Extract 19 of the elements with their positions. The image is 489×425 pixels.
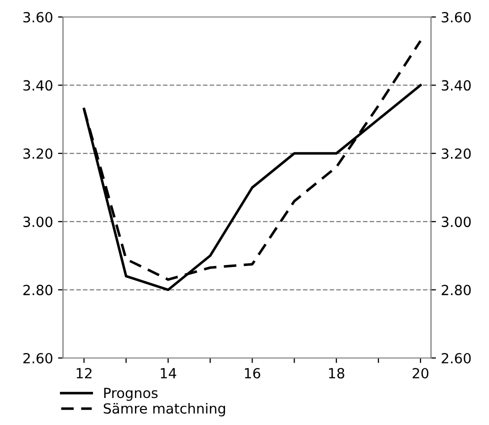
y-tick-label: 2.80	[23, 284, 52, 296]
y2-tick-label: 3.40	[442, 80, 471, 91]
x-tick-label: 18	[329, 368, 344, 378]
y-tick-label: 3.40	[23, 80, 52, 91]
y2-tick-label: 3.60	[442, 12, 471, 22]
y-tick-label: 3.20	[23, 148, 52, 159]
y2-tick-label: 3.20	[442, 148, 471, 159]
y2-tick-label: 2.60	[442, 352, 471, 364]
y-tick-label: 3.00	[23, 216, 52, 228]
x-tick-label: 16	[244, 368, 260, 378]
y2-tick-label: 3.00	[442, 216, 471, 228]
x-tick-label: 12	[76, 368, 92, 378]
x-tick-label: 14	[160, 368, 176, 378]
y-tick-label: 2.60	[23, 352, 52, 364]
legend-label: Sämre matchning	[104, 402, 226, 416]
x-tick-label: 20	[412, 368, 428, 378]
legend-label: Prognos	[104, 388, 158, 401]
y2-tick-label: 2.80	[442, 284, 471, 296]
y-tick-label: 3.60	[23, 12, 52, 22]
